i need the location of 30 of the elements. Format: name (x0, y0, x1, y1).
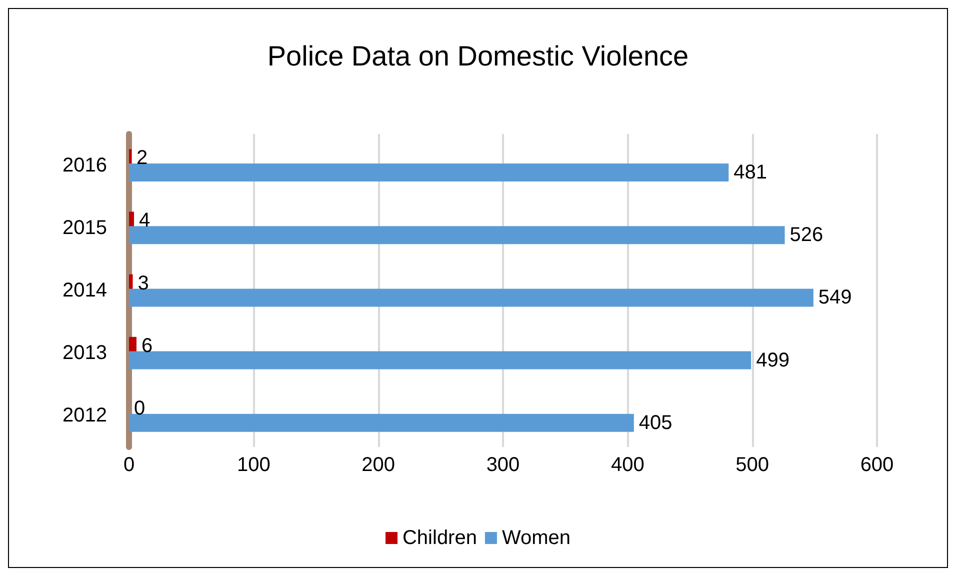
data-label: 405 (638, 412, 672, 434)
x-tick-label: 100 (236, 454, 270, 476)
y-tick-label: 2013 (62, 342, 107, 364)
data-label: 499 (756, 349, 790, 372)
y-tick-label: 2014 (62, 280, 107, 302)
bar (129, 288, 814, 307)
y-tick-label: 2015 (62, 216, 107, 239)
chart-title: Police Data on Domestic Violence (267, 40, 689, 72)
x-tick-label: 200 (362, 454, 396, 476)
data-label: 526 (790, 224, 824, 246)
y-tick-label: 2016 (62, 154, 107, 176)
bar (129, 164, 729, 182)
data-label: 3 (138, 272, 149, 294)
x-tick-label: 300 (486, 454, 520, 476)
data-label: 0 (134, 398, 146, 420)
data-label: 481 (734, 162, 768, 184)
bar (129, 226, 785, 244)
data-label: 6 (141, 334, 153, 357)
data-label: 549 (818, 286, 852, 309)
x-tick-label: 0 (123, 454, 135, 476)
y-tick-label: 2012 (62, 404, 107, 427)
legend-label: Children (402, 527, 477, 549)
data-label: 2 (136, 147, 148, 170)
x-tick-label: 400 (610, 454, 644, 476)
bar (129, 414, 634, 432)
x-tick-label: 600 (860, 454, 894, 476)
bar (129, 351, 752, 370)
legend-label: Women (502, 527, 571, 549)
data-label: 4 (138, 210, 150, 232)
x-tick-label: 500 (736, 454, 770, 476)
